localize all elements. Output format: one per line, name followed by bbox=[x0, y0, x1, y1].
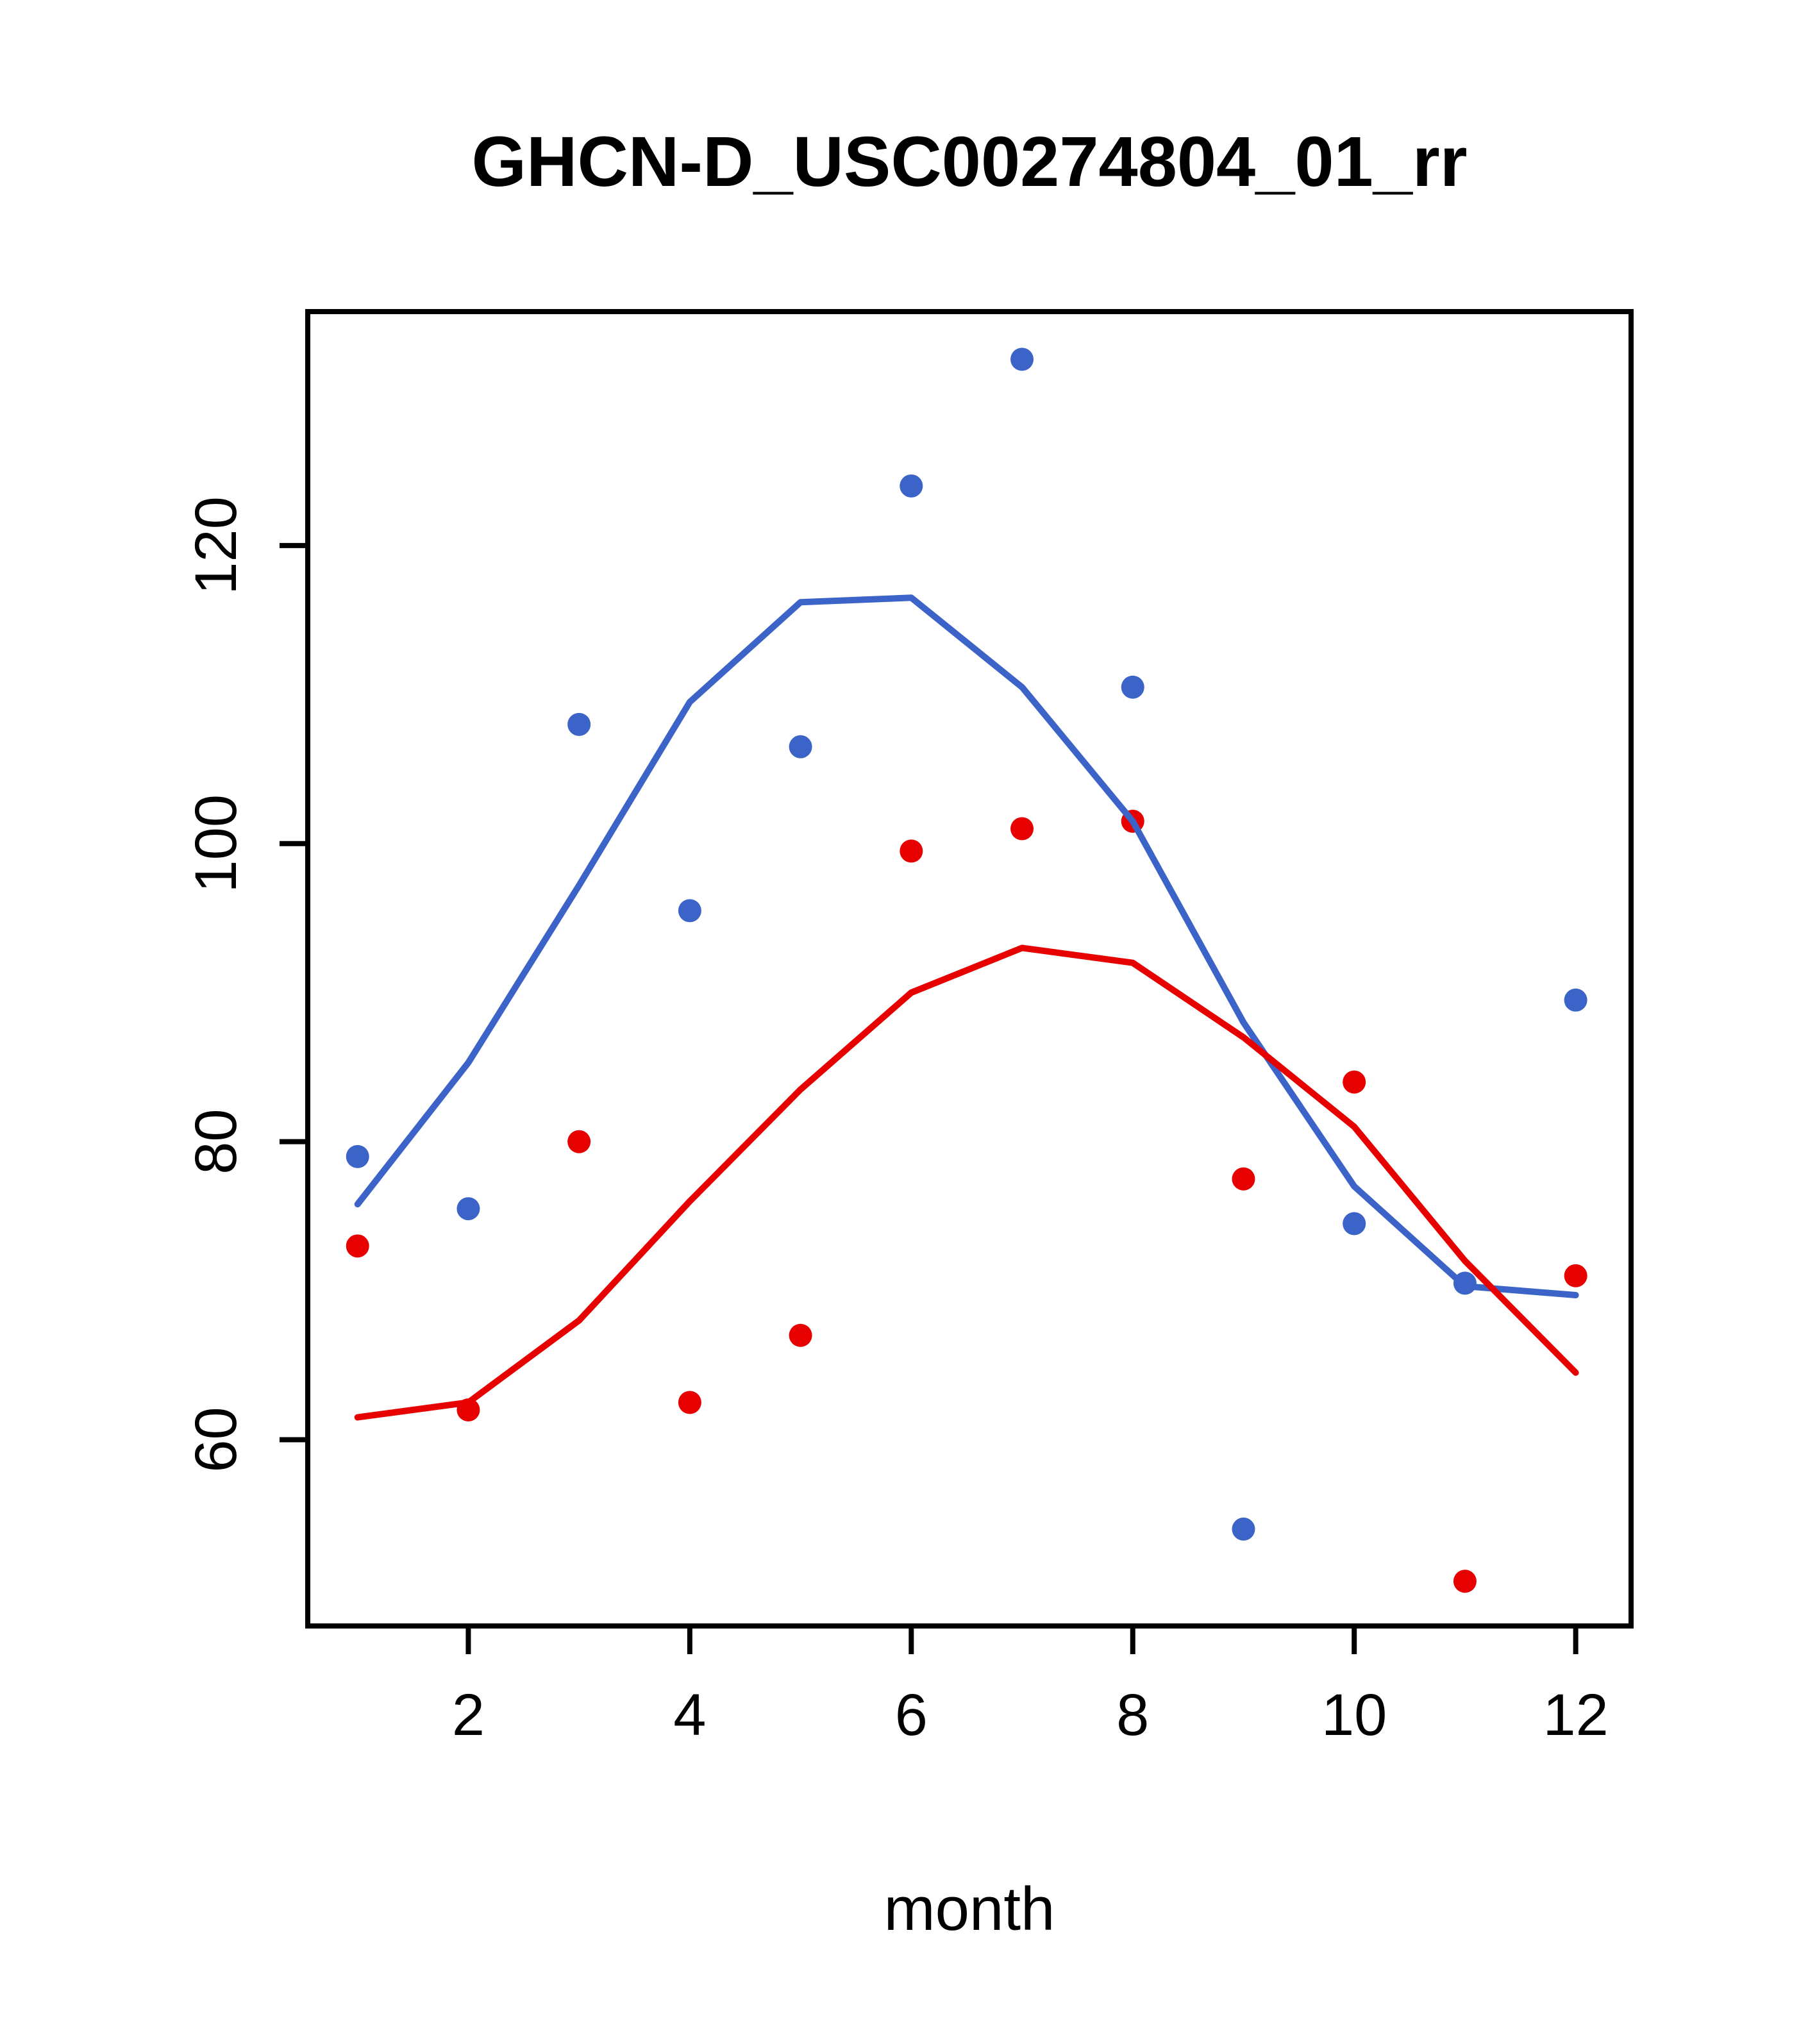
blue-data-point bbox=[456, 1197, 480, 1221]
y-tick-label: 100 bbox=[183, 794, 249, 893]
blue-data-point bbox=[1564, 988, 1587, 1012]
plot-box bbox=[305, 309, 1634, 1629]
blue-data-point bbox=[1343, 1212, 1366, 1236]
x-tick-label: 2 bbox=[452, 1682, 485, 1748]
blue-data-point bbox=[900, 474, 923, 498]
y-tick-label: 120 bbox=[183, 496, 249, 595]
red-data-point bbox=[1343, 1070, 1366, 1094]
red-data-point bbox=[346, 1234, 369, 1258]
blue-data-point bbox=[1121, 675, 1144, 699]
blue-data-point bbox=[1232, 1517, 1255, 1541]
x-tick-label: 12 bbox=[1543, 1682, 1608, 1748]
red-data-point bbox=[789, 1323, 812, 1347]
chart-title: GHCN-D_USC00274804_01_rr bbox=[471, 122, 1467, 201]
red-data-point bbox=[1453, 1570, 1477, 1593]
y-tick-label: 80 bbox=[183, 1109, 249, 1174]
x-tick-label: 8 bbox=[1116, 1682, 1149, 1748]
x-axis-label: month bbox=[884, 1875, 1055, 1943]
blue-data-point bbox=[346, 1144, 369, 1168]
blue-data-point bbox=[678, 899, 701, 923]
red-data-point bbox=[567, 1130, 591, 1153]
y-tick-label: 60 bbox=[183, 1407, 249, 1472]
red-data-point bbox=[1010, 817, 1034, 841]
x-tick-label: 6 bbox=[895, 1682, 928, 1748]
red-data-point bbox=[1232, 1167, 1255, 1191]
red-data-point bbox=[900, 839, 923, 863]
blue-data-point bbox=[789, 735, 812, 758]
red-smooth-line bbox=[354, 944, 1579, 1421]
blue-smooth-line bbox=[354, 594, 1579, 1299]
red-data-point bbox=[678, 1391, 701, 1414]
x-tick-label: 4 bbox=[673, 1682, 706, 1748]
blue-data-point bbox=[567, 712, 591, 736]
blue-data-point bbox=[1010, 348, 1034, 371]
x-tick-label: 10 bbox=[1321, 1682, 1387, 1748]
red-data-point bbox=[1564, 1264, 1587, 1287]
